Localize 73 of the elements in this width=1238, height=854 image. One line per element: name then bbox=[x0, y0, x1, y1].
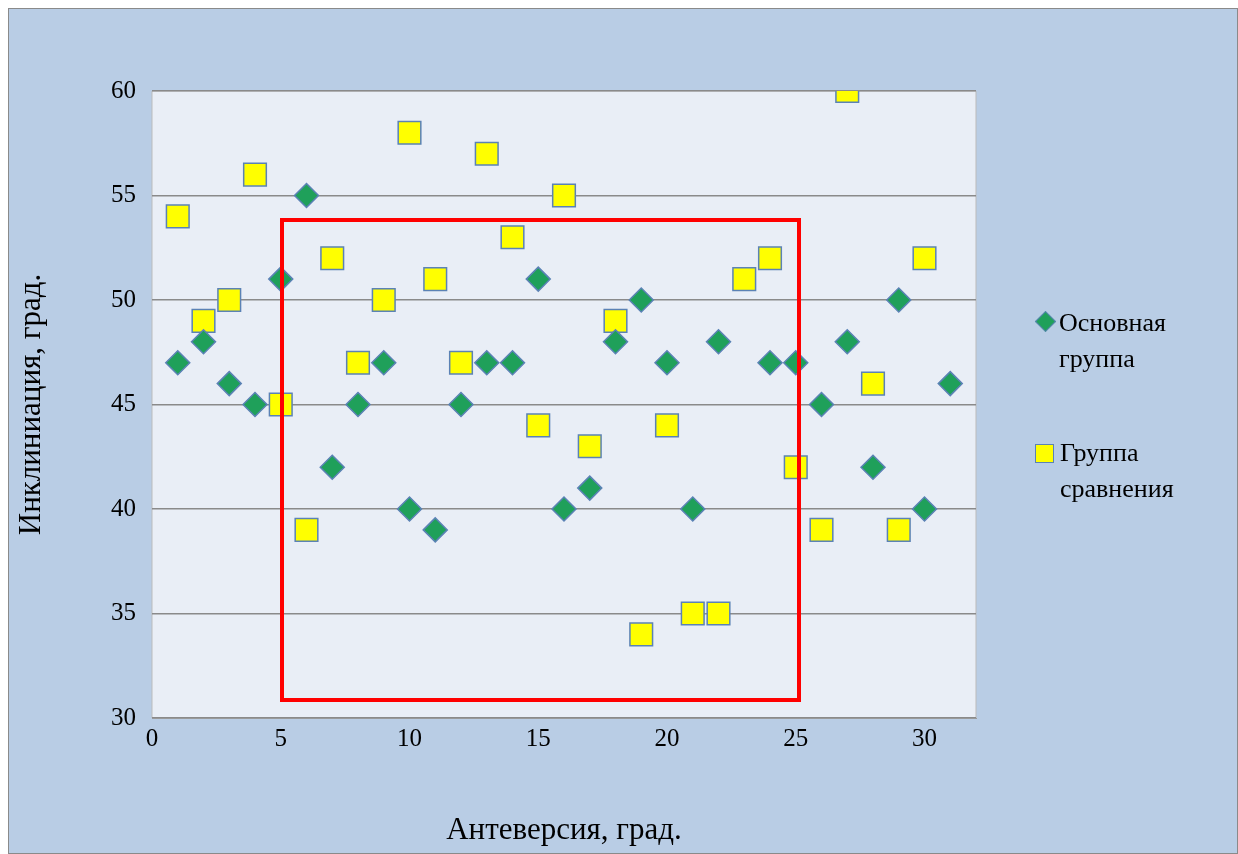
x-tick-label: 30 bbox=[912, 723, 937, 751]
point bbox=[834, 329, 860, 355]
point bbox=[319, 454, 345, 480]
point bbox=[217, 287, 242, 313]
point bbox=[937, 370, 963, 397]
x-tick-label: 20 bbox=[654, 723, 680, 751]
point bbox=[705, 329, 732, 355]
point bbox=[577, 475, 603, 501]
x-axis-title: Антеверсия, град. bbox=[446, 810, 682, 846]
point bbox=[190, 329, 217, 355]
point bbox=[551, 183, 577, 208]
point bbox=[912, 246, 937, 271]
x-tick-label: 25 bbox=[783, 723, 809, 751]
point bbox=[551, 496, 577, 522]
point bbox=[680, 601, 705, 626]
y-tick-label: 55 bbox=[111, 180, 136, 208]
point bbox=[525, 266, 551, 292]
point bbox=[860, 371, 886, 396]
x-tick-label: 0 bbox=[145, 723, 159, 751]
point bbox=[423, 267, 448, 292]
point bbox=[757, 246, 783, 271]
point bbox=[629, 622, 654, 647]
x-tick-label: 15 bbox=[525, 723, 551, 751]
y-tick-label: 50 bbox=[111, 284, 136, 312]
point bbox=[293, 182, 320, 209]
point bbox=[397, 120, 422, 145]
point bbox=[448, 391, 474, 418]
x-tick-label: 10 bbox=[397, 723, 422, 751]
point bbox=[165, 349, 191, 376]
point bbox=[396, 496, 423, 522]
point bbox=[654, 413, 680, 438]
point bbox=[371, 349, 397, 376]
point bbox=[345, 350, 371, 375]
y-tick-label: 40 bbox=[111, 493, 136, 521]
y-tick-label: 60 bbox=[111, 75, 136, 103]
y-tick-label: 30 bbox=[111, 702, 136, 730]
y-axis-title: Инклиниация, град. bbox=[11, 273, 47, 536]
point bbox=[474, 141, 499, 166]
point bbox=[448, 350, 474, 375]
legend-label: Группа сравнения bbox=[1060, 437, 1175, 505]
point bbox=[654, 349, 680, 376]
point bbox=[628, 287, 654, 313]
point bbox=[474, 349, 500, 376]
point bbox=[757, 349, 783, 376]
y-tick-label: 35 bbox=[111, 598, 136, 626]
point bbox=[577, 434, 602, 459]
point bbox=[216, 370, 242, 397]
point bbox=[526, 413, 551, 438]
point bbox=[242, 162, 268, 187]
point bbox=[242, 391, 268, 418]
point bbox=[371, 287, 396, 313]
point bbox=[603, 308, 628, 333]
point bbox=[294, 517, 319, 542]
x-tick-label: 5 bbox=[274, 723, 287, 751]
point bbox=[602, 329, 629, 355]
point bbox=[808, 391, 835, 418]
point bbox=[809, 517, 834, 542]
point bbox=[680, 496, 706, 522]
point bbox=[345, 391, 371, 418]
point bbox=[706, 601, 731, 626]
point bbox=[732, 267, 757, 292]
y-tick-label: 45 bbox=[111, 389, 136, 417]
point bbox=[320, 246, 345, 271]
legend-label: Основная группа bbox=[1059, 307, 1167, 375]
point bbox=[911, 496, 938, 522]
point bbox=[191, 308, 216, 333]
point bbox=[886, 287, 912, 313]
point bbox=[886, 517, 911, 542]
point bbox=[500, 225, 525, 250]
point bbox=[165, 204, 190, 229]
point bbox=[860, 454, 886, 480]
point bbox=[422, 517, 448, 543]
point bbox=[499, 349, 526, 376]
